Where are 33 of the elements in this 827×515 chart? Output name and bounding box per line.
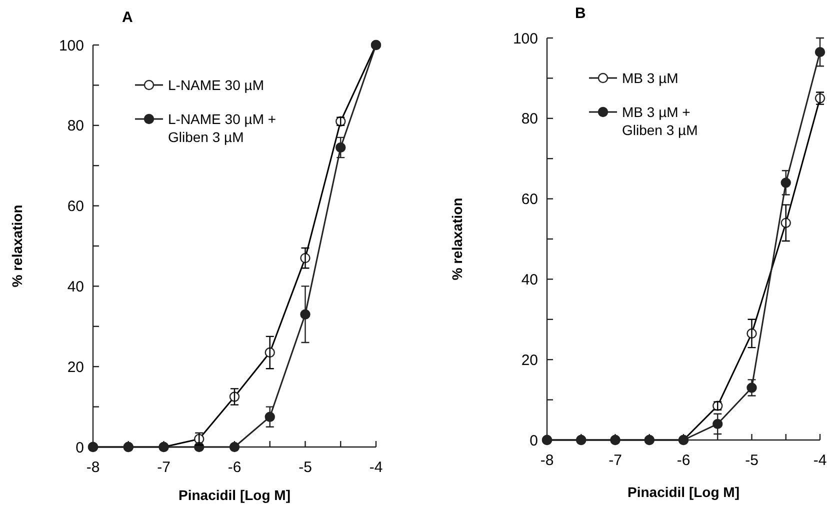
- y-tick-label: 60: [521, 191, 538, 208]
- x-tick-label: -7: [608, 452, 622, 469]
- chart-title: B: [575, 5, 586, 22]
- y-tick-label: 80: [521, 110, 538, 128]
- x-tick-label: -6: [676, 452, 690, 469]
- y-tick-label: 0: [530, 432, 538, 450]
- x-tick-label: -7: [157, 459, 170, 476]
- x-axis-title: Pinacidil [Log M]: [628, 484, 740, 500]
- legend-label: L-NAME 30 µM: [168, 76, 264, 93]
- x-axis-title: Pinacidil [Log M]: [178, 487, 290, 503]
- legend-label: L-NAME 30 µM + Gliben 3 µM: [168, 110, 276, 145]
- point: [229, 442, 240, 452]
- y-tick-label: 100: [512, 30, 538, 48]
- x-tick-label: -6: [228, 459, 242, 476]
- x-tick-label: -5: [745, 452, 758, 469]
- x-tick-label: -5: [298, 459, 312, 476]
- y-axis-title: % relaxation: [449, 198, 465, 280]
- legend-label: MB 3 µM + Gliben 3 µM: [622, 104, 698, 138]
- y-tick-label: 100: [58, 37, 84, 54]
- y-tick-label: 40: [67, 278, 84, 296]
- legend-label: MB 3 µM: [622, 70, 678, 86]
- x-tick-label: -8: [86, 459, 100, 476]
- y-axis-title: % relaxation: [9, 204, 25, 288]
- x-tick-label: -8: [540, 452, 554, 469]
- y-tick-label: 60: [67, 198, 84, 216]
- y-tick-label: 0: [76, 439, 84, 456]
- y-tick-label: 40: [521, 271, 538, 288]
- y-tick-label: 80: [67, 118, 84, 135]
- x-tick-label: -4: [369, 459, 383, 476]
- y-tick-label: 20: [521, 352, 538, 369]
- chart-title: A: [122, 9, 133, 26]
- x-tick-label: -4: [813, 452, 827, 469]
- y-tick-label: 20: [67, 358, 84, 376]
